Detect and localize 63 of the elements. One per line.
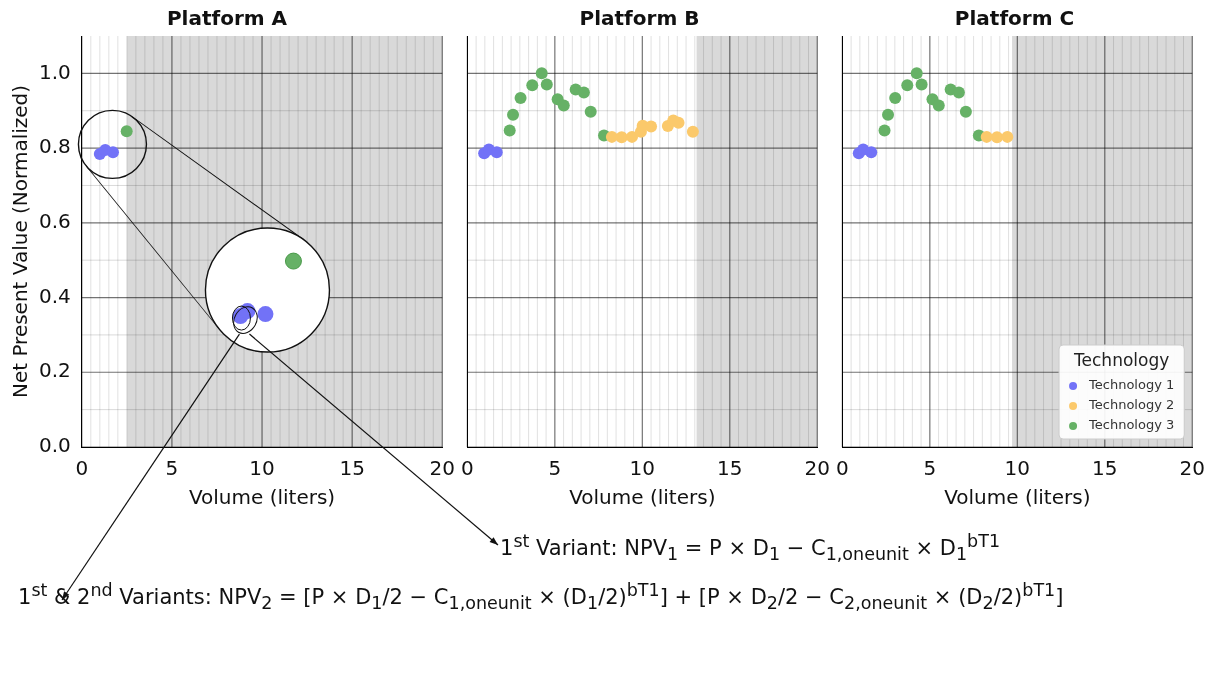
x-tick-label: 5 xyxy=(165,456,179,481)
x-axis-title: Volume (liters) xyxy=(569,485,716,510)
legend-label: Technology 3 xyxy=(1088,417,1175,433)
point xyxy=(526,79,539,92)
point xyxy=(645,120,658,133)
x-tick-label: 20 xyxy=(804,456,830,481)
legend-label: Technology 1 xyxy=(1088,377,1175,393)
y-tick-label: 1.0 xyxy=(38,59,71,84)
x-tick-label: 10 xyxy=(629,456,656,481)
point xyxy=(615,131,628,144)
point xyxy=(686,125,699,138)
chart-title: Platform B xyxy=(579,6,700,31)
point xyxy=(980,130,993,143)
x-axis-title: Volume (liters) xyxy=(188,485,336,510)
point xyxy=(120,125,133,138)
point xyxy=(878,124,891,137)
point xyxy=(490,146,503,159)
chart-title: Platform A xyxy=(166,6,288,31)
x-tick-label: 5 xyxy=(548,456,562,481)
x-tick-label: 0 xyxy=(75,456,89,481)
x-tick-label: 0 xyxy=(461,456,474,481)
x-tick-label: 5 xyxy=(923,456,937,481)
point xyxy=(507,108,520,121)
x-axis-title: Volume (liters) xyxy=(944,485,1091,510)
x-tick-label: 0 xyxy=(836,456,849,481)
point xyxy=(991,131,1004,144)
x-tick-label: 20 xyxy=(429,456,455,481)
text: 1$^{st}$ & 2$^{nd}$ Variants: NPV$_{2}$ = [P × D$_{1}$/2 − C$_{1,oneunit}$ × (D$_{1}$/2)$^{bT1}$] + [P × D$_{2}$/2 − C$_{2,oneunit}$ × (D$_{2}$/2)$^{bT1}$] xyxy=(18,580,1064,614)
x-tick-label: 20 xyxy=(1179,456,1205,481)
point xyxy=(882,108,895,121)
point xyxy=(626,130,638,143)
y-axis-title: Net Present Value (Normalized) xyxy=(8,84,33,399)
point xyxy=(865,146,878,159)
point xyxy=(514,92,527,105)
point xyxy=(889,92,902,105)
point xyxy=(535,67,548,80)
point xyxy=(557,99,570,112)
x-tick-label: 15 xyxy=(1092,456,1118,481)
point xyxy=(932,99,945,112)
point xyxy=(952,86,965,99)
point xyxy=(605,130,618,143)
point xyxy=(910,67,923,80)
legend-label: Technology 2 xyxy=(1088,397,1175,413)
point xyxy=(540,78,553,91)
point xyxy=(503,124,516,137)
chart-title: Platform C xyxy=(954,6,1075,31)
y-tick-label: 0.4 xyxy=(38,283,71,308)
point xyxy=(901,79,914,92)
y-tick-label: 0.2 xyxy=(38,358,71,383)
x-tick-label: 10 xyxy=(249,456,275,481)
legend-title: Technology xyxy=(1073,350,1170,371)
point xyxy=(584,105,597,118)
y-tick-label: 0.8 xyxy=(38,134,71,159)
point xyxy=(106,146,119,159)
point xyxy=(915,78,928,91)
point xyxy=(577,86,590,99)
x-tick-label: 15 xyxy=(339,456,365,481)
x-tick-label: 15 xyxy=(717,456,743,481)
y-tick-label: 0.0 xyxy=(38,433,71,458)
x-tick-label: 10 xyxy=(1004,456,1031,481)
point xyxy=(959,105,972,118)
y-tick-label: 0.6 xyxy=(38,209,71,234)
point xyxy=(1001,130,1014,143)
